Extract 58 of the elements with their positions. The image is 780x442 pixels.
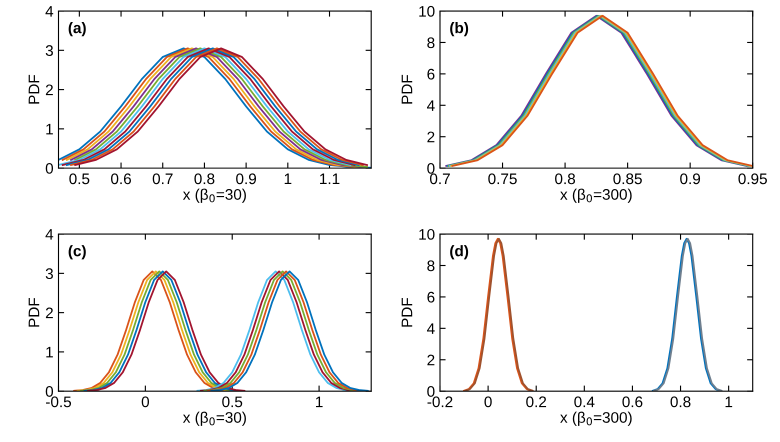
x-tick-label: 0 (484, 396, 492, 408)
y-tick-label: 8 (427, 37, 434, 48)
y-tick-label: 4 (45, 6, 54, 17)
y-tick-label: 1 (46, 346, 53, 358)
x-tick-label: -0.5 (46, 396, 72, 408)
y-tick-label: 2 (46, 308, 53, 318)
y-axis-title: PDF (402, 74, 412, 104)
x-tick-label: 0.6 (622, 396, 642, 408)
y-tick-label: 6 (427, 292, 434, 303)
y-tick-label: 3 (46, 268, 53, 280)
y-tick-label: 10 (419, 228, 435, 240)
x-tick-label: 0.95 (738, 173, 767, 184)
x-tick-label: 0.7 (152, 173, 173, 184)
x-tick-label: 0.8 (194, 173, 214, 184)
y-tick-label: 0 (427, 162, 435, 174)
x-tick-label: 0.7 (430, 173, 450, 184)
annotation: (c) (68, 245, 86, 260)
y-tick-label: 2 (427, 354, 434, 366)
x-tick-label: 0.5 (222, 396, 242, 408)
y-tick-label: 4 (426, 100, 435, 111)
x-tick-label: 1.1 (320, 174, 340, 184)
y-tick-label: 4 (45, 229, 54, 240)
annotation: (a) (68, 22, 86, 36)
y-axis-title: PDF (402, 298, 412, 327)
x-tick-label: 1 (316, 396, 323, 408)
y-tick-label: 2 (46, 84, 53, 96)
annotation: (b) (450, 22, 468, 36)
y-tick-label: 0 (46, 162, 54, 174)
x-tick-label: 0.75 (488, 173, 517, 184)
y-tick-label: 10 (419, 6, 435, 17)
y-tick-label: 3 (46, 45, 53, 56)
x-tick-label: 0.6 (111, 173, 131, 184)
y-tick-label: 1 (46, 124, 53, 134)
x-tick-label: 0.4 (574, 396, 594, 408)
x-tick-label: 0.5 (69, 173, 90, 184)
y-axis-title: PDF (28, 74, 40, 104)
y-tick-label: 8 (427, 260, 434, 272)
x-axis-title: x (β$_{0}$=300) (560, 412, 632, 426)
y-tick-label: 2 (427, 132, 434, 142)
annotation: (d) (450, 245, 468, 260)
y-tick-label: 0 (427, 386, 435, 397)
y-tick-label: 0 (46, 386, 54, 397)
x-tick-label: 1 (284, 174, 292, 184)
x-tick-label: -0.2 (428, 396, 452, 408)
x-axis-title: x (β$_{0}$=300) (560, 188, 632, 203)
x-tick-label: 0.9 (680, 173, 700, 184)
y-tick-label: 4 (426, 323, 435, 334)
x-axis-title: x (β$_{0}$=30) (182, 188, 246, 203)
y-tick-label: 6 (427, 68, 434, 80)
y-axis-title: PDF (28, 298, 40, 327)
x-tick-label: 0.9 (236, 173, 256, 184)
x-axis-title: x (β$_{0}$=30) (182, 412, 246, 426)
x-tick-label: 0.85 (613, 173, 642, 184)
x-tick-label: 1 (726, 396, 732, 408)
x-tick-label: 0 (142, 396, 150, 408)
x-tick-label: 0.8 (555, 173, 576, 184)
x-tick-label: 0.8 (670, 396, 690, 408)
x-tick-label: 0.2 (526, 396, 546, 408)
